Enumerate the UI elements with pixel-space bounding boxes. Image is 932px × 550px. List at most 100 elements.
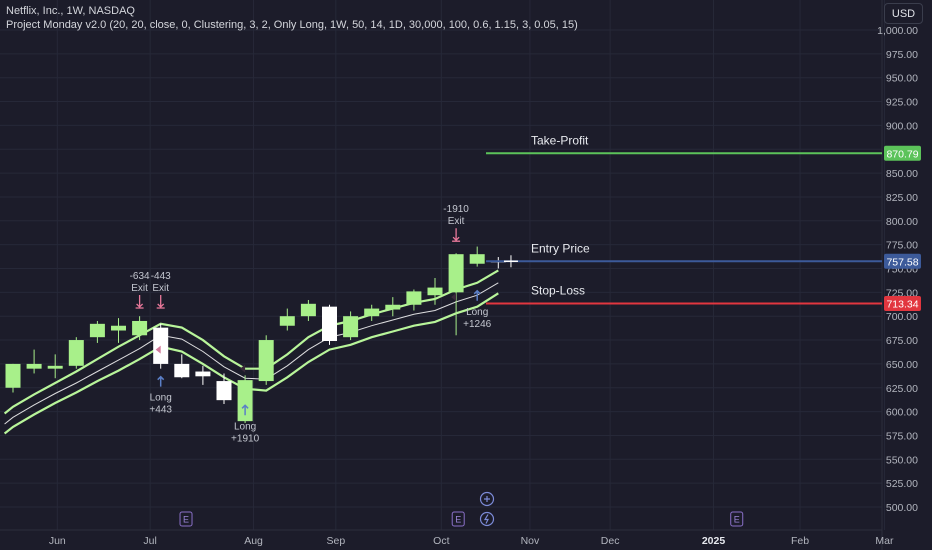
candle-bull <box>237 380 253 422</box>
candle-bull <box>448 254 464 293</box>
long-arrow-icon <box>241 404 249 416</box>
earnings-label: E <box>183 515 189 525</box>
candle-bull <box>300 303 316 317</box>
x-tick-label: Aug <box>244 535 263 547</box>
candle-bull <box>364 308 380 317</box>
chart-legend: Netflix, Inc., 1W, NASDAQ Project Monday… <box>6 4 578 32</box>
earnings-marker <box>730 511 744 527</box>
add-event-icon <box>479 491 495 507</box>
y-tick-label: 1,000.00 <box>877 25 918 37</box>
earnings-label: E <box>734 515 740 525</box>
signal-label: Exit <box>448 216 465 227</box>
y-tick-label: 525.00 <box>886 478 918 490</box>
signal-label: Long <box>234 421 256 432</box>
signal-label: -443 <box>151 271 171 282</box>
level-label: Entry Price <box>531 241 590 255</box>
signal-label: Long <box>150 393 172 404</box>
dividend-icon <box>479 511 495 527</box>
signal-label: -1910 <box>443 204 469 215</box>
x-tick-label: Sep <box>326 535 345 547</box>
x-tick-label: Mar <box>875 535 894 547</box>
y-tick-label: 500.00 <box>886 502 918 514</box>
exit-arrow-icon <box>156 294 165 309</box>
y-tick-label: 650.00 <box>886 359 918 371</box>
signal-label: +1910 <box>231 433 260 444</box>
exit-arrow-icon <box>452 228 461 242</box>
candle-bull <box>111 325 126 331</box>
x-tick-label: 2025 <box>702 535 726 547</box>
y-tick-label: 825.00 <box>886 192 918 204</box>
y-tick-label: 625.00 <box>886 383 918 395</box>
signal-label: -634 <box>130 271 150 282</box>
candle-bull <box>258 340 274 382</box>
long-signal: Long+1910 <box>231 404 260 444</box>
candle-bull <box>5 363 21 388</box>
level-price-text: 713.34 <box>886 298 918 310</box>
symbol-title: Netflix, Inc., 1W, NASDAQ <box>6 5 135 17</box>
level-price-text: 757.58 <box>886 256 918 268</box>
y-tick-label: 675.00 <box>886 335 918 347</box>
level-label: Take-Profit <box>531 133 589 147</box>
long-arrow-icon <box>473 289 481 301</box>
earnings-marker <box>451 511 465 527</box>
earnings-label: E <box>455 515 461 525</box>
long-signal: Long+443 <box>149 375 172 416</box>
x-tick-label: Nov <box>521 535 540 547</box>
x-tick-label: Oct <box>433 535 449 547</box>
signal-label: Exit <box>131 283 148 294</box>
signal-label: Exit <box>152 283 169 294</box>
candle-bull <box>132 320 148 336</box>
candle-bear <box>174 363 190 378</box>
candle-bull <box>47 365 63 369</box>
long-arrow-icon <box>157 375 165 387</box>
level-price-text: 870.79 <box>886 148 918 160</box>
x-tick-label: Jul <box>143 535 156 547</box>
candle-bull <box>427 287 443 296</box>
y-tick-label: 800.00 <box>886 216 918 228</box>
x-tick-label: Feb <box>791 535 809 547</box>
candle-bull <box>26 363 42 369</box>
signal-marker-icon <box>155 345 161 354</box>
y-tick-label: 550.00 <box>886 454 918 466</box>
level-price-tag <box>884 145 921 161</box>
y-tick-label: 575.00 <box>886 430 918 442</box>
candle-bull <box>385 304 401 310</box>
x-tick-label: Dec <box>601 535 620 547</box>
indicator-title[interactable]: Project Monday v2.0 (20, 20, close, 0, C… <box>6 19 578 31</box>
candle-bull <box>68 340 84 366</box>
y-tick-label: 900.00 <box>886 120 918 132</box>
long-signal: Long+1246 <box>463 289 492 330</box>
level-price-tag <box>884 253 921 269</box>
candle-bull <box>406 291 422 305</box>
signal-marker-icon <box>240 364 246 373</box>
x-tick-label: Jun <box>49 535 66 547</box>
y-tick-label: 775.00 <box>886 240 918 252</box>
lightning-icon <box>483 514 489 524</box>
candle-bull <box>343 316 359 338</box>
plus-icon <box>484 496 490 502</box>
signal-label: Long <box>466 307 488 318</box>
candle-bear <box>195 371 211 377</box>
signal-label: +443 <box>149 405 172 416</box>
y-tick-label: 700.00 <box>886 311 918 323</box>
signal-marker-icon <box>451 293 457 302</box>
candle-bear <box>322 306 337 342</box>
y-tick-label: 850.00 <box>886 168 918 180</box>
y-tick-label: 975.00 <box>886 49 918 61</box>
candle-bull <box>279 316 295 326</box>
exit-arrow-icon <box>135 294 144 309</box>
level-label: Stop-Loss <box>531 283 585 297</box>
candle-bear <box>216 381 232 401</box>
signal-label: +1246 <box>463 319 492 330</box>
earnings-marker <box>179 511 193 527</box>
level-price-tag <box>884 295 921 311</box>
y-tick-label: 950.00 <box>886 73 918 85</box>
candle-bull <box>89 323 105 338</box>
y-tick-label: 600.00 <box>886 407 918 419</box>
candle-bull <box>469 254 485 264</box>
currency-button[interactable]: USD <box>884 3 923 24</box>
